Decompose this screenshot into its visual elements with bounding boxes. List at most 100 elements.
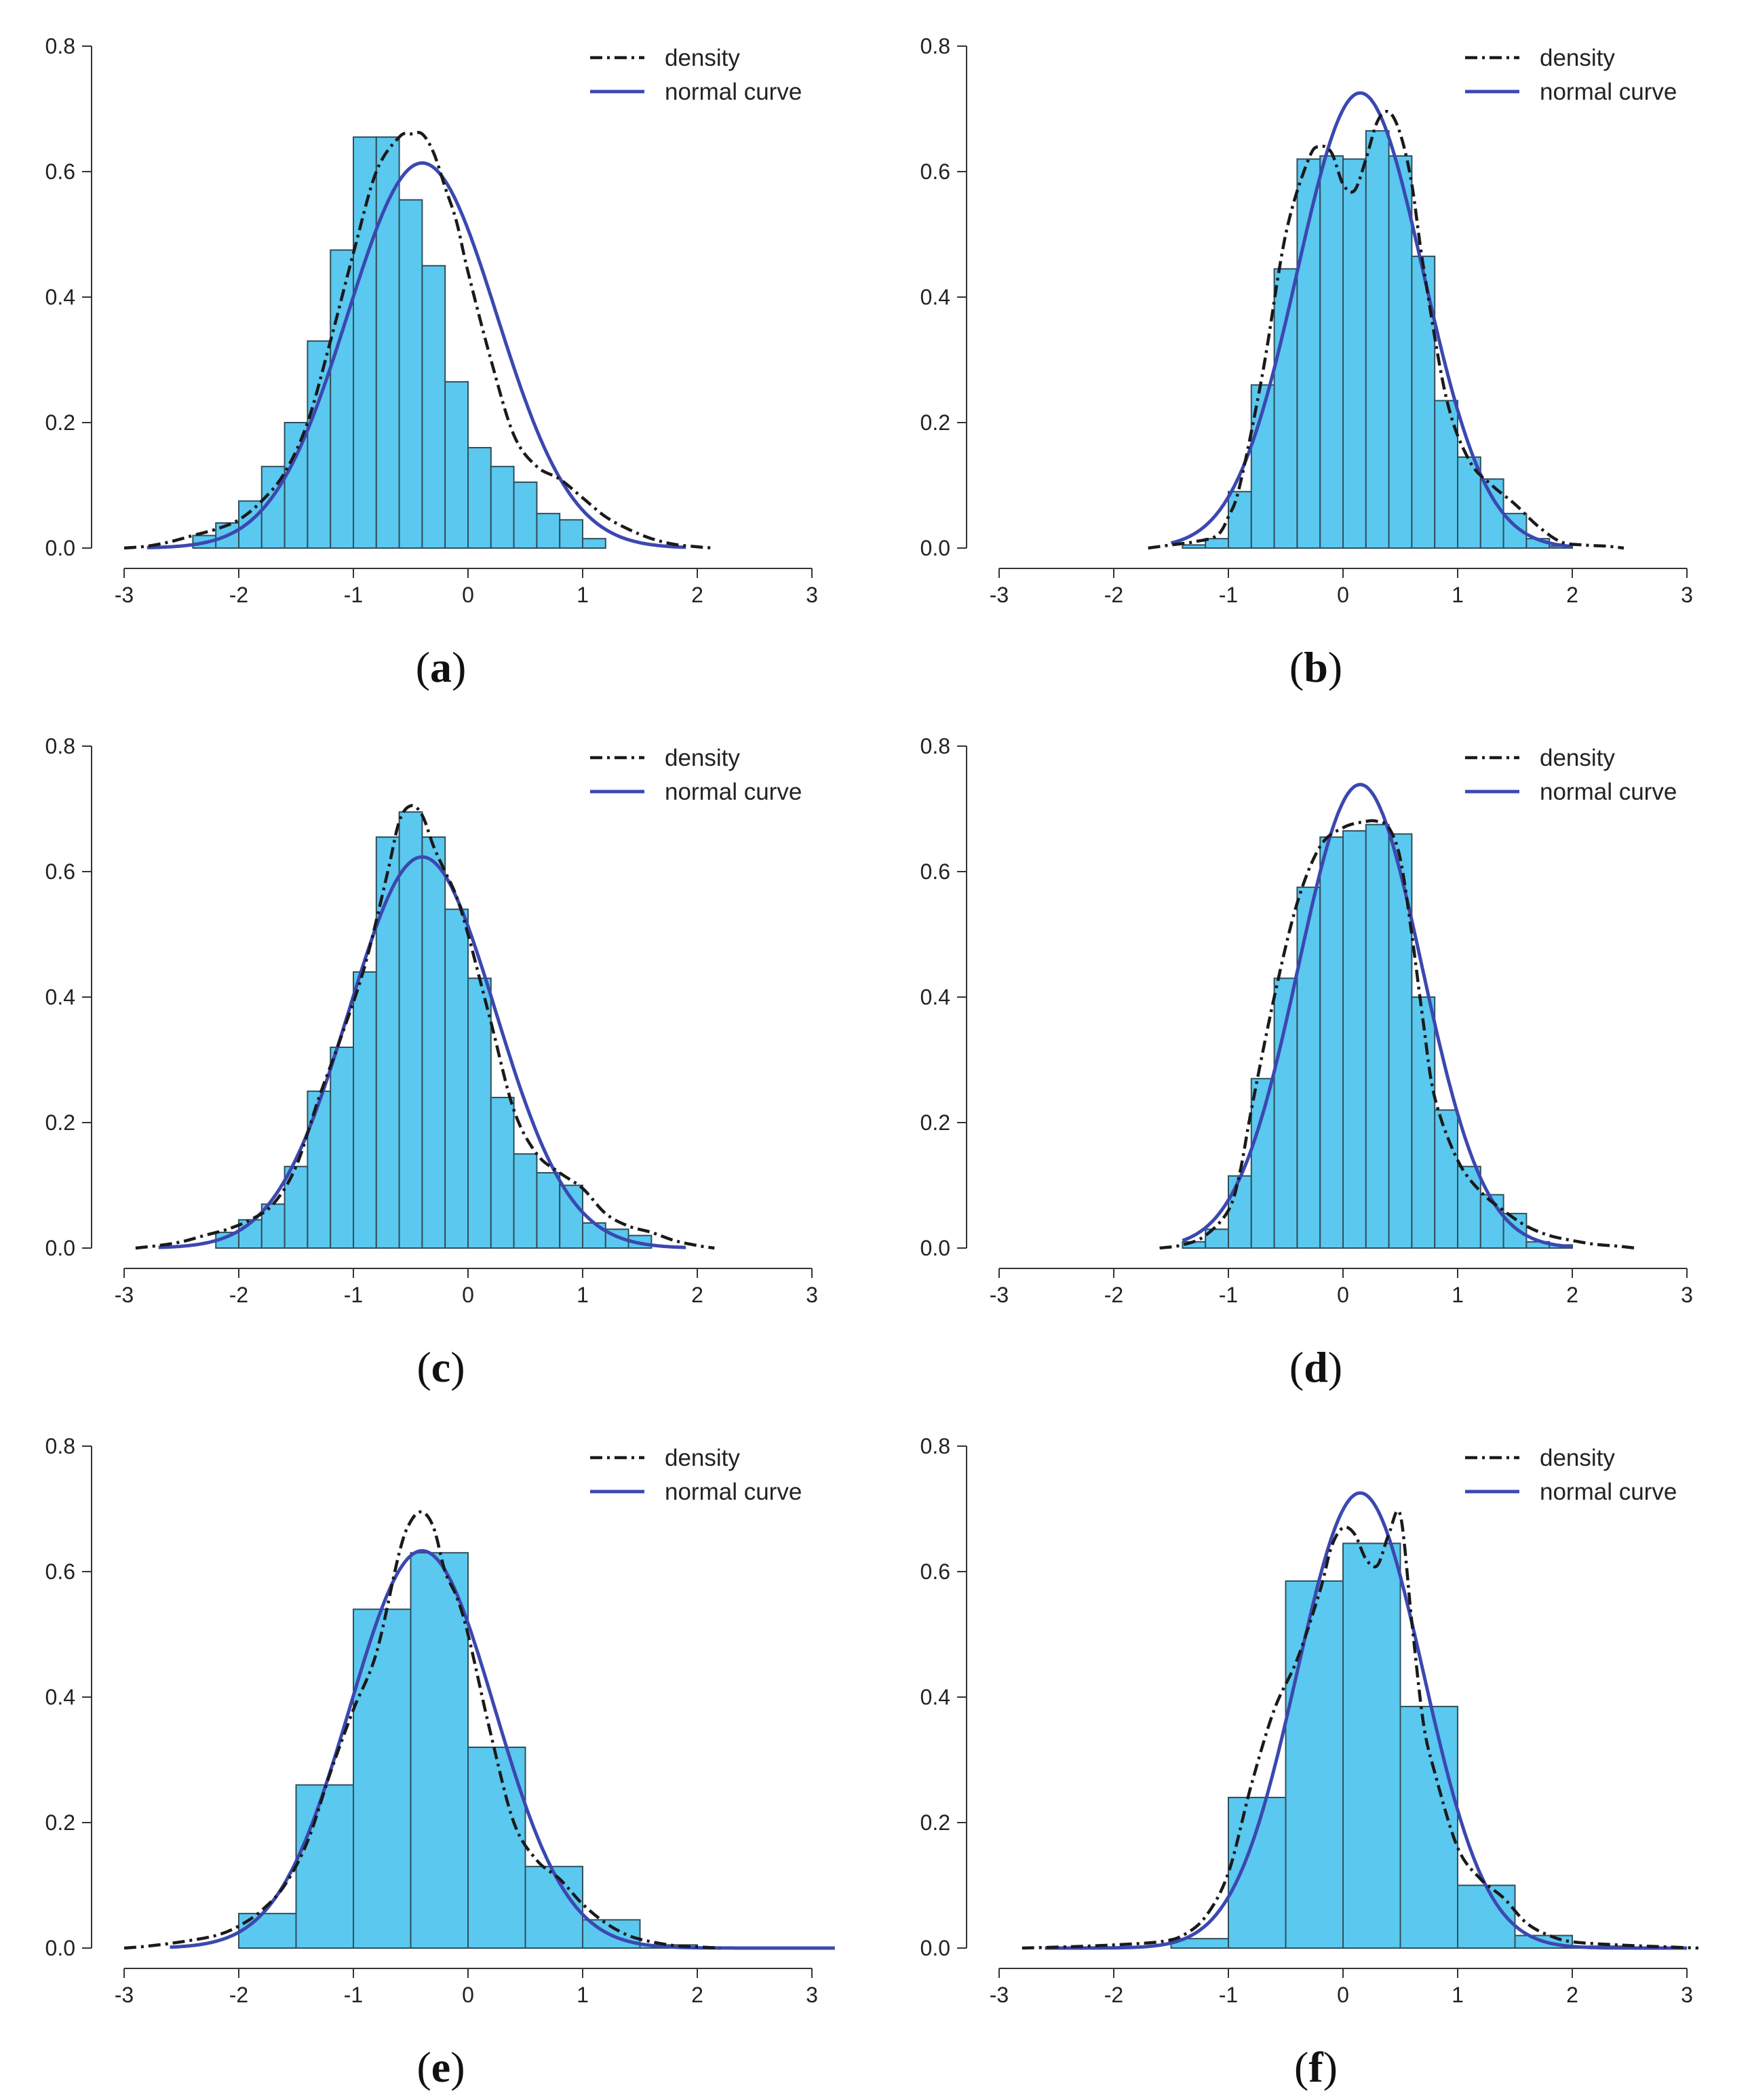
x-tick-label: 3 <box>1681 1983 1693 2007</box>
y-tick-label: 0.2 <box>920 1810 950 1835</box>
y-tick-label: 0.0 <box>45 1936 75 1960</box>
histogram-bar <box>1228 490 1252 549</box>
histogram-bars <box>1170 1542 1631 1949</box>
x-tick-label: 0 <box>1337 1283 1349 1307</box>
panel-d: 0.0 0.2 0.4 0.6 0.8 -3 -2 -1 0 1 2 3 density normal c… <box>875 700 1750 1400</box>
histogram-bar <box>582 538 606 549</box>
histogram-bar <box>353 1608 412 1949</box>
y-tick-label: 0.8 <box>920 734 950 758</box>
x-tick-label: 1 <box>577 1283 589 1307</box>
panel-e: 0.0 0.2 0.4 0.6 0.8 -3 -2 -1 0 1 2 3 density normal c… <box>0 1400 875 2100</box>
x-tick-label: 1 <box>1452 583 1464 607</box>
y-tick-label: 0.0 <box>920 536 950 560</box>
y-tick-label: 0.6 <box>45 159 75 184</box>
histogram-bars <box>215 811 653 1249</box>
histogram-bar <box>330 1047 355 1249</box>
panel-label: (b) <box>1289 643 1342 691</box>
histogram-bar <box>398 199 423 549</box>
x-tick-label: 3 <box>806 583 818 607</box>
x-tick-label: -2 <box>229 1283 248 1307</box>
x-tick-label: 1 <box>1452 1983 1464 2007</box>
y-tick-label: 0.6 <box>920 859 950 884</box>
histogram-bar <box>490 1097 515 1249</box>
x-tick-label: 1 <box>577 1983 589 2007</box>
histogram-bar <box>1273 268 1298 549</box>
histogram-bar <box>1296 887 1321 1249</box>
histogram-bar <box>1228 1175 1252 1249</box>
y-tick-label: 0.6 <box>45 859 75 884</box>
legend-density-label: density <box>665 1445 740 1471</box>
y-tick-label: 0.8 <box>45 34 75 58</box>
histogram-bar <box>398 811 423 1249</box>
x-tick-label: -2 <box>1104 1283 1123 1307</box>
histogram-bar <box>1388 833 1413 1249</box>
legend-density-label: density <box>1540 45 1615 71</box>
panel-c: 0.0 0.2 0.4 0.6 0.8 -3 -2 -1 0 1 2 3 density normal c… <box>0 700 875 1400</box>
y-tick-label: 0.8 <box>920 34 950 58</box>
histogram-bar <box>1365 823 1390 1249</box>
x-tick-label: 0 <box>1337 583 1349 607</box>
x-tick-label: 2 <box>1566 1283 1578 1307</box>
legend: density normal curve <box>1465 45 1677 105</box>
legend-normal-label: normal curve <box>665 779 802 805</box>
y-tick-label: 0.4 <box>920 1685 950 1709</box>
chart-svg: 0.0 0.2 0.4 0.6 0.8 -3 -2 -1 0 1 2 3 density normal c… <box>920 734 1693 1391</box>
histogram-bar <box>353 136 377 549</box>
normal-curve-line <box>1045 1491 1687 1950</box>
histogram-bar <box>1182 544 1207 549</box>
density-curve-line <box>123 131 715 550</box>
y-tick-label: 0.4 <box>920 985 950 1009</box>
panel-b: 0.0 0.2 0.4 0.6 0.8 -3 -2 -1 0 1 2 3 density normal c… <box>875 0 1750 700</box>
legend: density normal curve <box>590 1445 802 1505</box>
chart-svg: 0.0 0.2 0.4 0.6 0.8 -3 -2 -1 0 1 2 3 density normal c… <box>45 1434 835 2091</box>
x-tick-label: -3 <box>115 583 134 607</box>
x-tick-label: 1 <box>577 583 589 607</box>
x-tick-label: 2 <box>1566 583 1578 607</box>
panel-label: (f) <box>1294 2043 1338 2091</box>
x-tick-label: -3 <box>990 1283 1009 1307</box>
histogram-bar <box>284 1165 309 1249</box>
y-tick-label: 0.4 <box>920 285 950 309</box>
histogram-bar <box>307 1090 332 1249</box>
y-tick-label: 0.6 <box>920 1559 950 1584</box>
y-tick-label: 0.4 <box>45 285 75 309</box>
x-tick-label: -1 <box>344 1283 363 1307</box>
histogram-bar <box>1342 158 1367 549</box>
legend-normal-label: normal curve <box>1540 1479 1677 1505</box>
histogram-bar <box>1457 1165 1481 1249</box>
x-tick-label: -1 <box>344 583 363 607</box>
x-tick-label: -2 <box>229 1983 248 2007</box>
y-tick-label: 0.2 <box>45 410 75 435</box>
histogram-bar <box>295 1784 354 1949</box>
chart-svg: 0.0 0.2 0.4 0.6 0.8 -3 -2 -1 0 1 2 3 density normal c… <box>920 1434 1698 2091</box>
histogram-bar <box>421 265 446 549</box>
histogram-bar <box>238 1913 297 1949</box>
y-tick-label: 0.2 <box>45 1110 75 1135</box>
histogram-bar <box>513 481 538 549</box>
histogram-bar <box>284 422 309 549</box>
histogram-bar <box>1411 996 1436 1249</box>
x-tick-label: -1 <box>1219 1983 1238 2007</box>
normal-curve-line <box>158 855 686 1249</box>
histogram-bar <box>536 1172 561 1249</box>
x-tick-label: 0 <box>1337 1983 1349 2007</box>
legend-density-label: density <box>665 745 740 771</box>
histogram-bar <box>1457 456 1481 549</box>
legend: density normal curve <box>590 745 802 805</box>
legend-normal-label: normal curve <box>1540 779 1677 805</box>
histogram-bars <box>192 136 606 549</box>
histogram-bar <box>1388 155 1413 549</box>
histogram-bar <box>1250 1078 1275 1249</box>
x-tick-label: 3 <box>1681 1283 1693 1307</box>
y-tick-label: 0.2 <box>45 1810 75 1835</box>
x-tick-label: 2 <box>1566 1983 1578 2007</box>
x-tick-label: -3 <box>115 1983 134 2007</box>
histogram-bar <box>1342 830 1367 1249</box>
histogram-bar <box>467 977 492 1249</box>
histogram-bar <box>467 447 492 549</box>
legend: density normal curve <box>1465 745 1677 805</box>
chart-svg: 0.0 0.2 0.4 0.6 0.8 -3 -2 -1 0 1 2 3 density normal c… <box>45 734 818 1391</box>
histogram-bar <box>444 381 469 549</box>
x-tick-label: 0 <box>462 1283 474 1307</box>
